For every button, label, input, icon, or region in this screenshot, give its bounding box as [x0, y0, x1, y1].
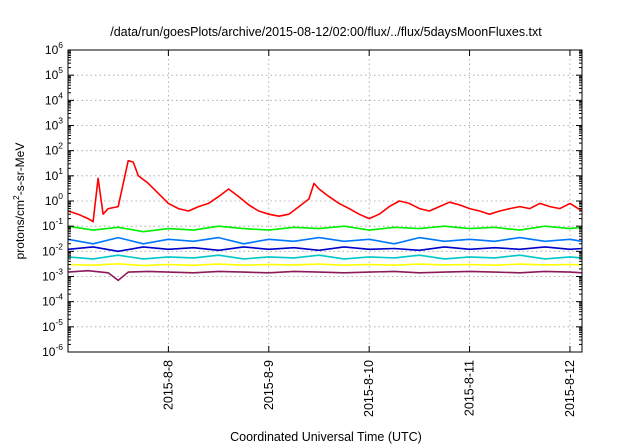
series-line: [67, 246, 583, 253]
y-tick-label: 103: [45, 116, 63, 133]
y-tick-label: 105: [45, 65, 63, 82]
series-line: [67, 236, 583, 245]
x-tick-label: 2015-8-8: [161, 360, 175, 410]
chart-title: /data/run/goesPlots/archive/2015-08-12/0…: [110, 25, 542, 39]
x-axis: 2015-8-8 2015-8-9 2015-8-10 2015-8-11 2015-8…: [161, 50, 577, 417]
x-tick-label: 2015-8-9: [262, 360, 276, 410]
x-tick-label: 2015-8-12: [563, 360, 577, 417]
y-axis-label: protons/cm2-s-sr-MeV: [11, 143, 27, 260]
y-tick-label: 10-2: [42, 241, 63, 258]
y-tick-label: 10-4: [42, 292, 63, 309]
x-tick-label: 2015-8-11: [463, 360, 477, 416]
y-axis: 106 105 104 103 102 101 100 10-1 10-2 10-3 10-4 10-…: [42, 40, 582, 359]
grid-lines: [68, 50, 582, 352]
y-tick-label: 100: [45, 191, 63, 208]
y-tick-label: 10-1: [42, 216, 63, 233]
y-tick-label: 10-6: [42, 342, 63, 359]
series-line: [67, 159, 583, 223]
y-tick-label: 104: [45, 90, 63, 107]
series-lines: [67, 159, 583, 282]
y-tick-label: 102: [45, 141, 63, 158]
series-line: [67, 254, 583, 260]
series-line: [67, 269, 583, 282]
y-tick-label: 10-3: [42, 267, 63, 284]
series-line: [67, 263, 583, 267]
x-tick-label: 2015-8-10: [362, 360, 376, 417]
series-line: [67, 225, 583, 233]
y-tick-label: 101: [45, 166, 63, 183]
y-tick-label: 10-5: [42, 317, 63, 334]
y-tick-label: 106: [45, 40, 63, 57]
x-axis-label: Coordinated Universal Time (UTC): [230, 430, 422, 444]
